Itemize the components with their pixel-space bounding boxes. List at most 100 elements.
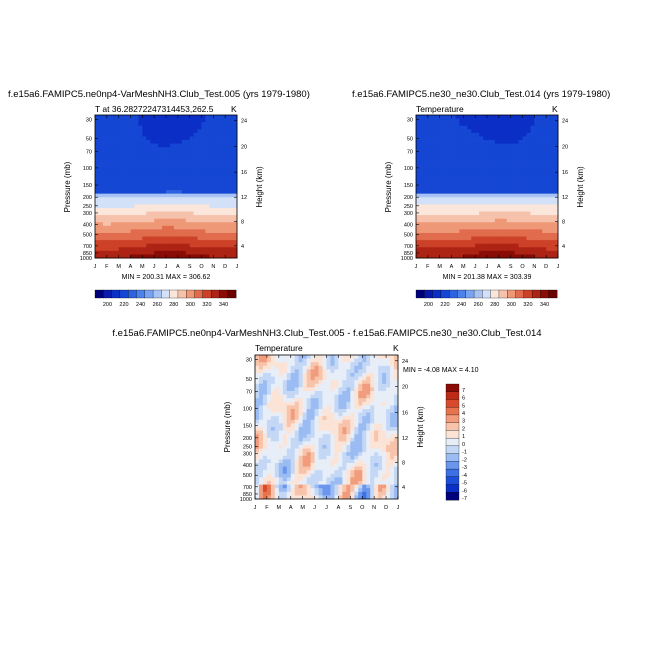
heatmap-cell bbox=[286, 434, 292, 439]
heatmap-cell bbox=[98, 193, 104, 198]
heatmap-cell bbox=[338, 376, 343, 381]
heatmap-cell bbox=[322, 470, 327, 475]
heatmap-cell bbox=[298, 445, 304, 449]
heatmap-cell bbox=[494, 247, 500, 252]
heatmap-cell bbox=[209, 165, 214, 170]
heatmap-cell bbox=[338, 405, 343, 410]
heatmap-cell bbox=[378, 369, 383, 374]
heatmap-cell bbox=[150, 247, 155, 252]
heatmap-cell bbox=[146, 179, 151, 184]
heatmap-cell bbox=[98, 254, 104, 259]
heatmap-cell bbox=[498, 232, 504, 237]
y-tick-label: 500 bbox=[404, 232, 413, 238]
heatmap-cell bbox=[534, 161, 539, 166]
heatmap-cell bbox=[306, 401, 312, 406]
heatmap-cell bbox=[95, 179, 100, 184]
heatmap-cell bbox=[526, 204, 531, 209]
x-tick-label: A bbox=[450, 264, 454, 270]
heatmap-cell bbox=[95, 229, 100, 234]
heatmap-cell bbox=[270, 427, 276, 431]
heatmap-cell bbox=[102, 157, 108, 162]
heatmap-cell bbox=[110, 140, 116, 145]
heatmap-cell bbox=[146, 154, 151, 159]
heatmap-cell bbox=[122, 197, 127, 202]
heatmap-cell bbox=[173, 243, 179, 248]
heatmap-cell bbox=[358, 463, 363, 467]
heatmap-cell bbox=[229, 168, 234, 173]
heatmap-cell bbox=[142, 122, 147, 127]
heatmap-cell bbox=[173, 168, 179, 173]
heatmap-cell bbox=[475, 250, 480, 255]
panel-diff-stats: MIN = -4.08 MAX = 4.10 bbox=[403, 367, 479, 374]
heatmap-cell bbox=[162, 140, 167, 145]
heatmap-cell bbox=[518, 200, 523, 205]
colorbar-label: -1 bbox=[462, 450, 467, 456]
heatmap-cell bbox=[498, 240, 504, 245]
heatmap-cell bbox=[262, 481, 268, 485]
heatmap-cell bbox=[358, 430, 363, 435]
heatmap-cell bbox=[146, 182, 151, 187]
heatmap-cell bbox=[118, 161, 124, 166]
y-right-tick-label: 4 bbox=[402, 485, 405, 491]
heatmap-cell bbox=[334, 473, 339, 478]
heatmap-cell bbox=[534, 204, 539, 209]
heatmap-cell bbox=[338, 355, 343, 359]
heatmap-cell bbox=[394, 416, 399, 421]
heatmap-cell bbox=[209, 254, 214, 259]
heatmap-cell bbox=[278, 409, 284, 413]
heatmap-cell bbox=[382, 495, 387, 500]
heatmap-cell bbox=[416, 132, 421, 137]
heatmap-cell bbox=[266, 369, 272, 374]
heatmap-cell bbox=[118, 172, 124, 177]
heatmap-cell bbox=[510, 136, 516, 141]
heatmap-cell bbox=[526, 161, 531, 166]
heatmap-cell bbox=[302, 380, 308, 385]
x-tick-label: J bbox=[474, 264, 477, 270]
heatmap-cell bbox=[487, 115, 492, 119]
heatmap-cell bbox=[479, 186, 484, 191]
heatmap-cell bbox=[423, 172, 429, 177]
heatmap-cell bbox=[378, 448, 383, 453]
heatmap-cell bbox=[169, 165, 175, 170]
heatmap-cell bbox=[221, 215, 226, 220]
heatmap-cell bbox=[487, 132, 492, 137]
heatmap-cell bbox=[467, 182, 472, 187]
heatmap-cell bbox=[181, 118, 187, 123]
heatmap-cell bbox=[201, 182, 206, 187]
heatmap-cell bbox=[278, 430, 284, 435]
heatmap-cell bbox=[114, 190, 120, 195]
heatmap-cell bbox=[221, 240, 226, 245]
heatmap-cell bbox=[282, 398, 288, 403]
heatmap-cell bbox=[431, 147, 437, 152]
heatmap-cell bbox=[110, 115, 116, 119]
heatmap-cell bbox=[416, 193, 421, 198]
heatmap-cell bbox=[209, 168, 214, 173]
heatmap-cell bbox=[274, 405, 280, 410]
heatmap-cell bbox=[370, 416, 375, 421]
heatmap-cell bbox=[286, 463, 292, 467]
heatmap-cell bbox=[475, 240, 480, 245]
heatmap-cell bbox=[435, 190, 441, 195]
heatmap-cell bbox=[358, 391, 363, 395]
heatmap-cell bbox=[290, 427, 296, 431]
heatmap-cell bbox=[362, 455, 367, 460]
heatmap-cell bbox=[518, 229, 523, 234]
heatmap-cell bbox=[290, 434, 296, 439]
heatmap-cell bbox=[542, 182, 547, 187]
heatmap-cell bbox=[217, 143, 222, 148]
heatmap-cell bbox=[439, 240, 445, 245]
heatmap-cell bbox=[526, 154, 531, 159]
heatmap-cell bbox=[197, 157, 202, 162]
heatmap-cell bbox=[169, 197, 175, 202]
heatmap-cell bbox=[266, 455, 272, 460]
heatmap-cell bbox=[378, 423, 383, 428]
heatmap-cell bbox=[310, 376, 315, 381]
heatmap-cell bbox=[471, 179, 476, 184]
heatmap-cell bbox=[431, 254, 437, 259]
heatmap-cell bbox=[114, 118, 120, 123]
heatmap-cell bbox=[394, 401, 399, 406]
heatmap-cell bbox=[185, 182, 191, 187]
heatmap-cell bbox=[526, 236, 531, 241]
heatmap-cell bbox=[435, 115, 441, 119]
heatmap-cell bbox=[366, 416, 371, 421]
